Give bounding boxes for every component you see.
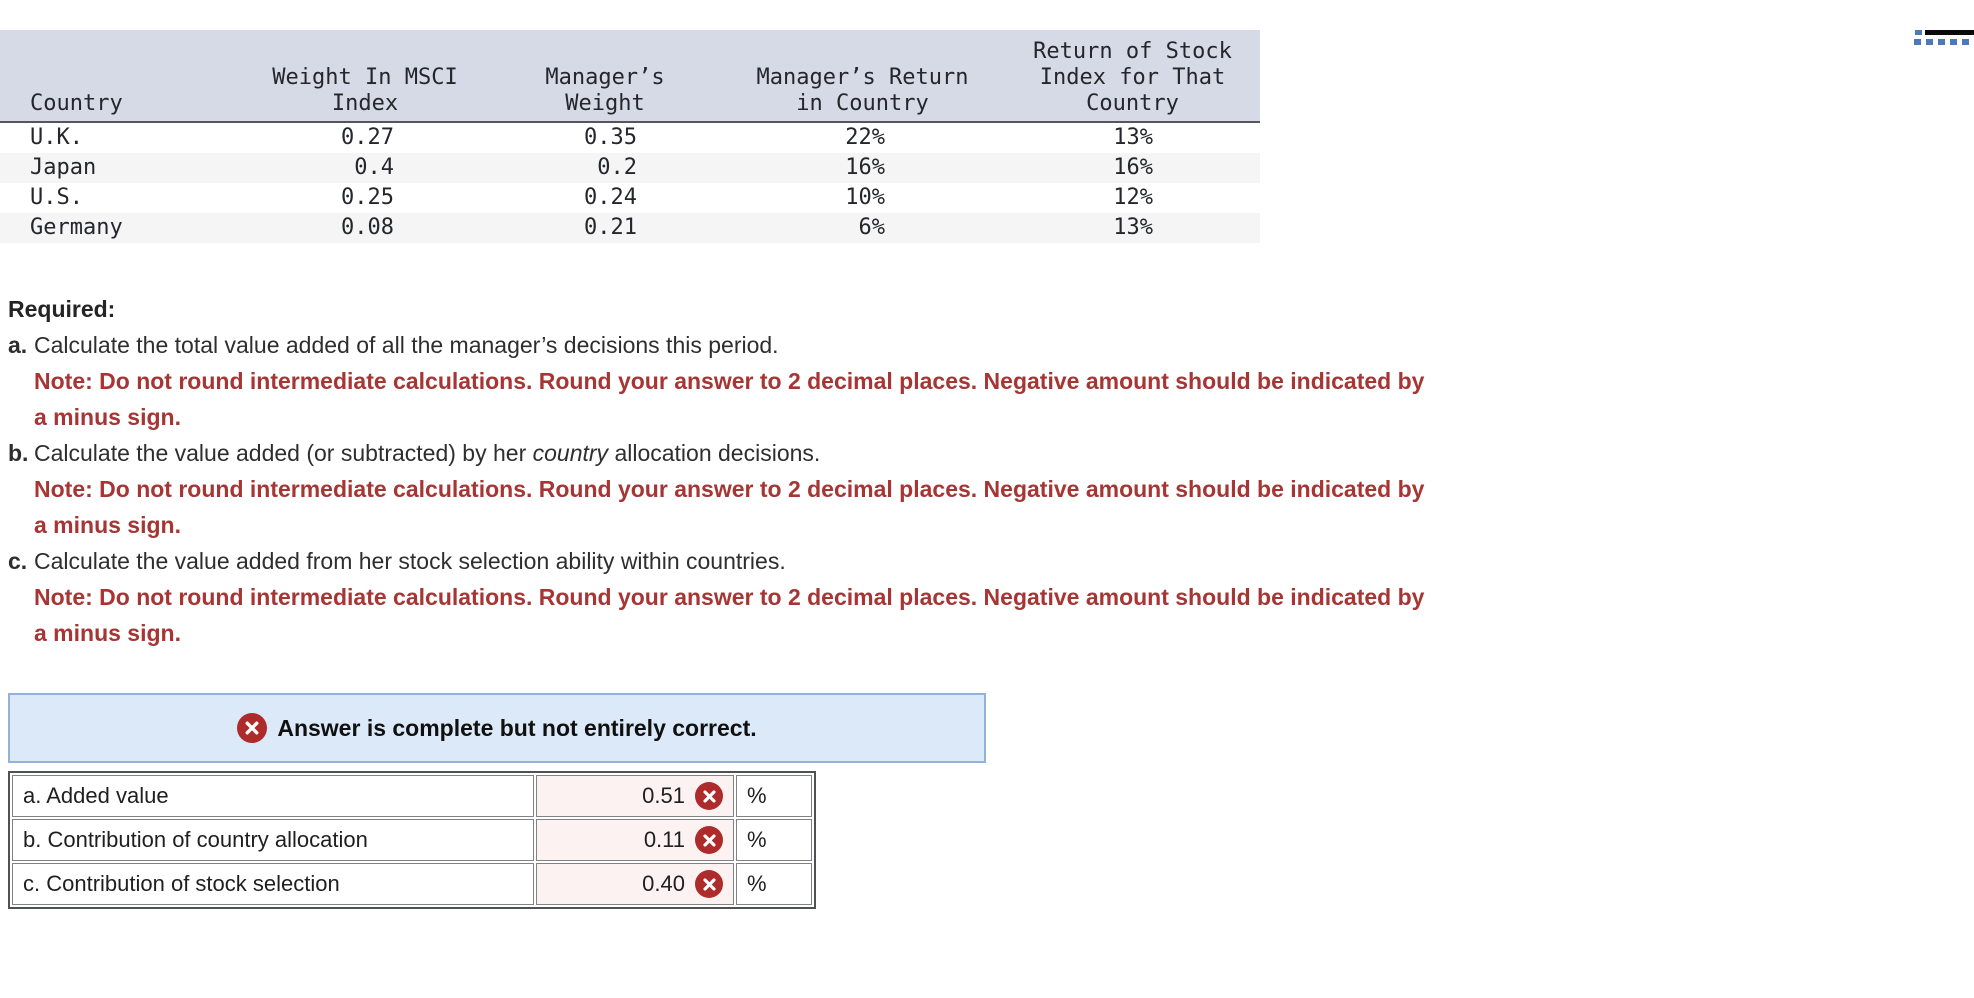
x-circle-icon	[237, 713, 268, 743]
answer-value: 0.51	[642, 783, 685, 808]
item-marker: b.	[8, 440, 29, 466]
answer-value-field[interactable]: 0.11	[536, 819, 734, 861]
cell-manager-return: 10%	[845, 185, 885, 210]
requirement-a-note-line2: a minus sign.	[34, 404, 181, 430]
requirement-c-note-line2: a minus sign.	[34, 620, 181, 646]
cell-index-return: 16%	[1005, 153, 1260, 183]
cell-manager-return: 6%	[720, 213, 1005, 243]
table-row: U.S. 0.25 0.24 10% 12%	[0, 183, 1260, 213]
answer-value-field[interactable]: 0.40	[536, 863, 734, 905]
cell-index-return: 13%	[1005, 213, 1260, 243]
cell-manager-weight: 0.2	[490, 153, 720, 183]
answer-row-a: a. Added value 0.51 %	[12, 775, 812, 817]
requirement-b-text-italic: country	[532, 440, 609, 466]
requirement-c: c. Calculate the value added from her st…	[8, 543, 1974, 651]
answer-unit: %	[736, 863, 812, 905]
requirement-c-text: Calculate the value added from her stock…	[34, 548, 786, 574]
required-heading: Required:	[8, 296, 116, 322]
answer-label: c. Contribution of stock selection	[12, 863, 534, 905]
feedback-banner: Answer is complete but not entirely corr…	[8, 693, 986, 763]
corner-black-bar	[1925, 30, 1974, 35]
cell-manager-weight: 0.35	[584, 125, 637, 150]
cell-index-return: 13%	[1113, 125, 1153, 150]
incorrect-mark-icon	[695, 782, 723, 810]
answer-value: 0.11	[643, 827, 685, 852]
item-marker: a.	[8, 332, 28, 358]
answer-label: a. Added value	[12, 775, 534, 817]
answer-unit: %	[736, 775, 812, 817]
requirement-a: a. Calculate the total value added of al…	[8, 327, 1974, 435]
answer-value: 0.40	[642, 871, 685, 896]
table-row: Germany 0.08 0.21 6% 13%	[0, 213, 1260, 243]
header-manager-weight: Manager’s Weight	[490, 30, 720, 123]
answer-row-b: b. Contribution of country allocation 0.…	[12, 819, 812, 861]
header-index-return: Return of Stock Index for That Country	[1005, 30, 1260, 123]
header-country: Country	[0, 30, 240, 123]
cell-weight-msci: 0.25	[341, 185, 394, 210]
requirement-b: b. Calculate the value added (or subtrac…	[8, 435, 1974, 543]
requirement-b-note-line1: Note: Do not round intermediate calculat…	[34, 476, 1425, 502]
exhibit-table: Country Weight In MSCI Index Manager’s W…	[0, 30, 1260, 243]
cell-manager-weight: 0.24	[584, 185, 637, 210]
answer-row-c: c. Contribution of stock selection 0.40 …	[12, 863, 812, 905]
cell-weight-msci: 0.27	[341, 125, 394, 150]
answer-value-field[interactable]: 0.51	[536, 775, 734, 817]
cell-manager-return: 16%	[720, 153, 1005, 183]
corner-dashed-border	[1914, 39, 1974, 45]
answer-table: a. Added value 0.51 % b. Contribution of…	[8, 771, 816, 909]
answer-unit: %	[736, 819, 812, 861]
exhibit-header-row: Country Weight In MSCI Index Manager’s W…	[0, 30, 1260, 123]
header-manager-return: Manager’s Return in Country	[720, 30, 1005, 123]
incorrect-mark-icon	[695, 870, 723, 898]
cell-country: U.K.	[30, 125, 83, 150]
header-weight-msci: Weight In MSCI Index	[240, 30, 490, 123]
requirement-b-text-suffix: allocation decisions.	[608, 440, 821, 466]
item-marker: c.	[8, 548, 28, 574]
cell-weight-msci: 0.4	[240, 153, 490, 183]
requirement-b-text: Calculate the value added (or subtracted…	[34, 435, 1974, 471]
cell-country: Japan	[0, 153, 240, 183]
requirement-a-note-line1: Note: Do not round intermediate calculat…	[34, 368, 1425, 394]
cell-weight-msci: 0.08	[240, 213, 490, 243]
cell-index-return: 12%	[1113, 185, 1153, 210]
requirement-b-text-prefix: Calculate the value added (or subtracted…	[34, 440, 533, 466]
requirement-c-note-line1: Note: Do not round intermediate calculat…	[34, 584, 1425, 610]
table-row: Japan 0.4 0.2 16% 16%	[0, 153, 1260, 183]
cell-country: U.S.	[30, 185, 83, 210]
incorrect-mark-icon	[695, 826, 723, 854]
corner-dash-fragment	[1915, 30, 1922, 35]
requirement-b-note-line2: a minus sign.	[34, 512, 181, 538]
table-row: U.K. 0.27 0.35 22% 13%	[0, 122, 1260, 153]
requirement-a-text: Calculate the total value added of all t…	[34, 332, 779, 358]
answer-label: b. Contribution of country allocation	[12, 819, 534, 861]
feedback-message: Answer is complete but not entirely corr…	[277, 714, 757, 741]
cell-country: Germany	[0, 213, 240, 243]
required-section: Required: a. Calculate the total value a…	[8, 291, 1974, 651]
cell-manager-return: 22%	[845, 125, 885, 150]
cell-manager-weight: 0.21	[490, 213, 720, 243]
